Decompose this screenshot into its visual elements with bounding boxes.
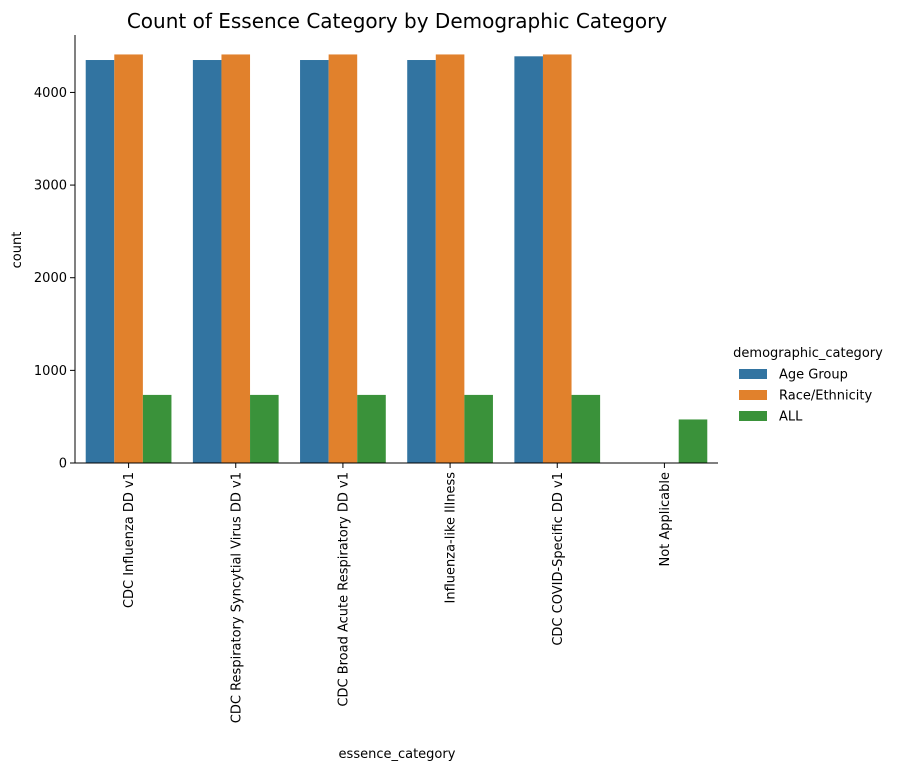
x-tick-label: Influenza-like Illness [444, 472, 459, 604]
bar-all-cdc-broad-acute-respiratory-dd-v1 [357, 394, 386, 463]
legend: demographic_category Age Group Race/Ethni… [733, 346, 883, 425]
x-tick-label: Not Applicable [658, 472, 673, 567]
x-tick-label: CDC COVID-Specific DD v1 [551, 472, 566, 646]
bar-age-group-cdc-respiratory-syncytial-virus-dd-v1 [192, 60, 222, 463]
bar-race-ethnicity-cdc-respiratory-syncytial-virus-dd-v1 [221, 54, 251, 464]
y-tick-label: 0 [59, 457, 67, 472]
bar-race-ethnicity-cdc-covid-specific-dd-v1 [542, 54, 572, 464]
x-tick-label: CDC Influenza DD v1 [122, 472, 137, 608]
bar-all-cdc-influenza-dd-v1 [142, 394, 172, 463]
y-axis-label: count [10, 232, 25, 269]
bar-age-group-cdc-influenza-dd-v1 [85, 60, 115, 463]
x-tick-label: CDC Respiratory Syncytial Virus DD v1 [229, 472, 244, 723]
bar-race-ethnicity-influenza-like-illness [435, 54, 465, 464]
legend-swatch-race-ethnicity [739, 390, 767, 400]
bar-all-cdc-covid-specific-dd-v1 [571, 394, 601, 463]
bar-race-ethnicity-cdc-broad-acute-respiratory-dd-v1 [328, 54, 358, 464]
legend-label-age-group: Age Group [779, 368, 848, 383]
y-axis: 0 1000 2000 3000 4000 [34, 35, 76, 472]
y-tick-label: 2000 [34, 271, 67, 286]
chart-title: Count of Essence Category by Demographic… [127, 9, 668, 33]
y-tick-label: 4000 [34, 86, 67, 101]
y-tick-label: 1000 [34, 364, 67, 379]
legend-swatch-all [739, 411, 767, 421]
x-axis-label: essence_category [339, 747, 456, 762]
bar-age-group-influenza-like-illness [407, 60, 436, 463]
bar-age-group-cdc-covid-specific-dd-v1 [514, 56, 543, 463]
bar-all-not-applicable [678, 419, 708, 463]
bar-all-influenza-like-illness [464, 394, 493, 463]
bar-age-group-cdc-broad-acute-respiratory-dd-v1 [300, 60, 329, 463]
bar-race-ethnicity-cdc-influenza-dd-v1 [114, 54, 143, 464]
y-tick-label: 3000 [34, 179, 67, 194]
legend-swatch-age-group [739, 369, 767, 379]
x-axis: CDC Influenza DD v1 CDC Respiratory Syncy… [75, 462, 718, 723]
bars-layer [85, 54, 708, 464]
legend-title: demographic_category [733, 346, 883, 361]
legend-label-all: ALL [779, 410, 803, 425]
bar-all-cdc-respiratory-syncytial-virus-dd-v1 [250, 394, 279, 463]
legend-label-race-ethnicity: Race/Ethnicity [779, 389, 872, 404]
x-tick-label: CDC Broad Acute Respiratory DD v1 [336, 472, 351, 707]
